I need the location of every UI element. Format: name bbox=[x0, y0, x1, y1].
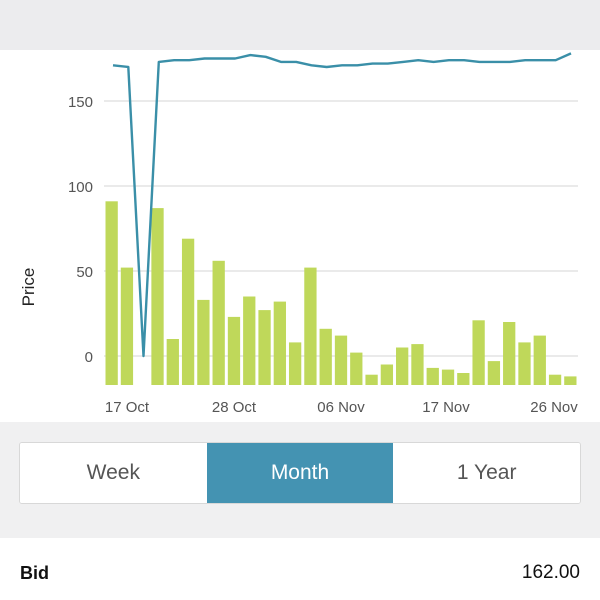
volume-bar bbox=[380, 364, 394, 385]
volume-bar bbox=[273, 301, 286, 385]
range-week-button[interactable]: Week bbox=[20, 443, 207, 503]
volume-bar bbox=[166, 339, 179, 385]
range-month-button[interactable]: Month bbox=[206, 443, 394, 503]
price-chart-svg: 0 50 100 150 17 Oct 28 Oct 06 Nov 17 Nov 26 Nov… bbox=[19, 52, 578, 416]
x-tick-label: 17 Oct bbox=[105, 399, 150, 416]
volume-bar bbox=[334, 335, 348, 385]
price-chart: 0 50 100 150 17 Oct 28 Oct 06 Nov 17 Nov 26 Nov… bbox=[0, 50, 600, 422]
volume-bar bbox=[197, 299, 210, 385]
y-axis: 0 50 100 150 bbox=[68, 94, 93, 366]
y-axis-label: Price bbox=[19, 268, 38, 307]
y-tick-label: 150 bbox=[68, 94, 93, 111]
volume-bar bbox=[288, 342, 302, 385]
volume-bars bbox=[105, 201, 577, 385]
volume-bar bbox=[441, 369, 455, 385]
bid-value: 162.00 bbox=[521, 562, 580, 583]
volume-bar bbox=[503, 322, 516, 385]
volume-bar bbox=[181, 238, 195, 385]
volume-bar bbox=[350, 352, 363, 385]
volume-bar bbox=[396, 347, 409, 385]
price-line-layer bbox=[112, 52, 572, 358]
gridlines bbox=[104, 100, 578, 357]
header-strip bbox=[0, 0, 600, 50]
range-1-year-button[interactable]: 1 Year bbox=[393, 443, 580, 503]
volume-bar bbox=[243, 296, 256, 385]
volume-bar bbox=[212, 260, 225, 385]
bid-row: Bid 162.00 bbox=[0, 538, 600, 600]
x-tick-label: 26 Nov bbox=[530, 399, 578, 416]
volume-bar bbox=[105, 201, 118, 385]
bid-label: Bid bbox=[20, 563, 49, 583]
volume-bar bbox=[533, 335, 546, 385]
volume-bar bbox=[365, 374, 378, 385]
volume-bar bbox=[258, 310, 271, 385]
volume-bar bbox=[304, 267, 317, 385]
volume-bar bbox=[151, 208, 164, 385]
volume-bar bbox=[548, 374, 562, 385]
volume-bar bbox=[472, 320, 485, 385]
volume-bar bbox=[487, 361, 501, 385]
volume-bar bbox=[564, 376, 577, 385]
volume-bar bbox=[518, 342, 531, 385]
y-tick-label: 0 bbox=[85, 349, 93, 366]
y-tick-label: 100 bbox=[68, 179, 93, 196]
range-selector: Week Month 1 Year bbox=[19, 442, 581, 504]
price-line bbox=[112, 52, 572, 358]
x-axis: 17 Oct 28 Oct 06 Nov 17 Nov 26 Nov bbox=[105, 399, 578, 416]
volume-bar bbox=[319, 328, 332, 385]
y-tick-label: 50 bbox=[76, 264, 93, 281]
volume-bar bbox=[227, 316, 241, 385]
x-tick-label: 28 Oct bbox=[212, 399, 257, 416]
volume-bar bbox=[120, 267, 134, 385]
volume-bar bbox=[426, 367, 439, 385]
x-tick-label: 17 Nov bbox=[422, 399, 470, 416]
volume-bar bbox=[411, 344, 424, 385]
x-tick-label: 06 Nov bbox=[317, 399, 365, 416]
volume-bar bbox=[457, 373, 470, 385]
